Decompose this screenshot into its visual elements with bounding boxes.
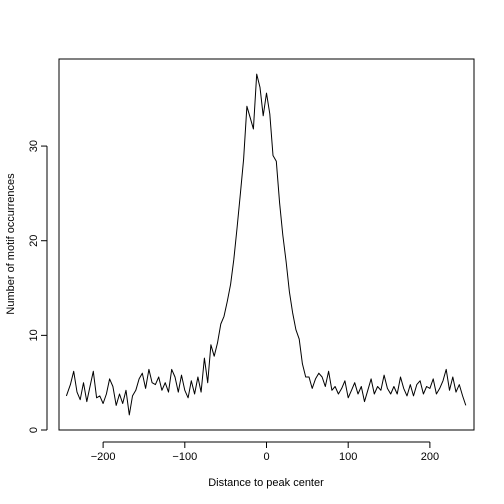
x-tick-label: −200	[91, 451, 116, 463]
plot-frame	[58, 58, 475, 431]
x-axis-label: Distance to peak center	[208, 477, 324, 489]
x-tick-label: 0	[263, 451, 269, 463]
series-line-0	[65, 73, 467, 416]
y-tick-label: 0	[28, 427, 40, 433]
y-tick-label: 10	[28, 329, 40, 341]
y-tick-label: 20	[28, 235, 40, 247]
y-tick-label: 30	[28, 140, 40, 152]
x-tick-label: 100	[339, 451, 357, 463]
x-tick-label: −100	[172, 451, 197, 463]
x-tick-label: 200	[421, 451, 439, 463]
y-axis-label: Number of motif occurrences	[5, 173, 17, 315]
